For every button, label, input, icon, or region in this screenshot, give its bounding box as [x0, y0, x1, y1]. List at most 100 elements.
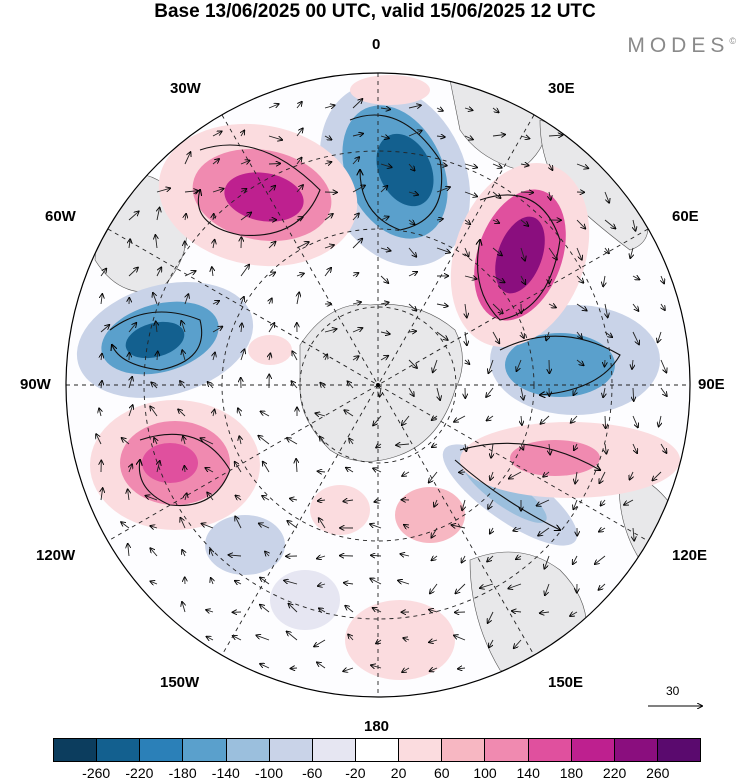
wind-vector: [633, 219, 636, 231]
wind-vector: [429, 640, 438, 642]
wind-vector: [324, 245, 334, 248]
wind-vector: [436, 219, 443, 220]
wind-vector: [184, 466, 185, 473]
wind-vector: [464, 191, 477, 197]
wind-vector: [235, 496, 242, 501]
label-30w: 30W: [170, 80, 201, 97]
wind-vector: [182, 550, 185, 557]
wind-vector: [185, 214, 186, 221]
wind-vector: [605, 303, 608, 317]
wind-vector: [492, 191, 501, 198]
wind-vector: [632, 276, 639, 280]
wind-vector: [261, 411, 270, 417]
wind-vector: [488, 611, 494, 623]
wind-vector: [632, 359, 633, 369]
map-title: Base 13/06/2025 00 UTC, valid 15/06/2025…: [154, 1, 596, 22]
wind-vector: [314, 639, 326, 647]
wind-vector: [352, 134, 363, 136]
wind-vector: [212, 301, 219, 304]
wind-vector: [520, 219, 528, 226]
wind-vector: [287, 438, 298, 445]
wind-vector: [318, 500, 326, 501]
wind-vector: [343, 500, 354, 501]
wind-vector: [260, 605, 270, 613]
wind-vector: [545, 583, 550, 595]
wind-vector: [241, 297, 244, 305]
wind-vector: [548, 135, 562, 136]
wind-vector: [262, 496, 270, 500]
wind-vector: [210, 549, 213, 557]
wind-vector: [624, 499, 634, 505]
colorbar-swatch: [484, 739, 528, 761]
wind-vector: [352, 273, 358, 276]
wind-vector: [521, 443, 523, 450]
wind-vector: [156, 188, 170, 193]
wind-vector: [153, 293, 158, 305]
wind-vector: [464, 108, 473, 110]
wind-vector: [296, 273, 304, 276]
wind-vector: [233, 636, 242, 641]
wind-vector: [464, 163, 477, 168]
wind-vector: [660, 359, 666, 373]
wind-vector: [576, 219, 585, 229]
colorbar-tick-label: 220: [602, 765, 627, 781]
wind-vector: [408, 105, 421, 108]
wind-vector: [492, 220, 499, 223]
wind-vector: [433, 359, 438, 372]
wind-vector: [599, 528, 606, 532]
wind-vector: [371, 555, 382, 556]
anomaly-positive: [248, 335, 292, 365]
wind-vector: [345, 606, 354, 613]
wind-vector: [576, 359, 584, 365]
colorbar-swatch: [570, 739, 614, 761]
colorbar-swatch: [527, 739, 571, 761]
wind-vector: [512, 611, 522, 612]
anomaly-positive: [495, 216, 545, 294]
wind-vector: [212, 189, 224, 192]
wind-vector: [548, 247, 557, 260]
wind-vector: [541, 415, 550, 424]
wind-vector: [380, 164, 392, 167]
wind-vector: [156, 267, 161, 277]
wind-vector: [537, 499, 550, 506]
wind-vector: [576, 247, 582, 260]
wind-vector: [465, 443, 466, 451]
wind-vector: [291, 668, 298, 669]
wind-vector: [660, 387, 667, 396]
wind-vector: [548, 304, 556, 308]
wind-vector: [150, 581, 158, 584]
wind-vector: [632, 331, 639, 344]
label-120e: 120E: [672, 547, 708, 564]
wind-vector: [99, 408, 101, 417]
wind-vector: [436, 164, 447, 166]
wind-vector: [213, 240, 215, 249]
wind-vector: [465, 303, 467, 318]
wind-vector: [185, 493, 187, 501]
wind-vector: [325, 354, 327, 361]
wind-vector: [571, 415, 578, 423]
wind-vector: [630, 247, 633, 258]
wind-vector: [129, 239, 130, 249]
wind-vector: [486, 387, 494, 397]
wind-vector: [465, 247, 469, 257]
wind-vector: [370, 524, 382, 529]
wind-vector: [213, 410, 215, 417]
wind-vector: [517, 359, 522, 371]
wind-vector: [352, 157, 359, 165]
wind-vector: [605, 359, 606, 367]
wind-vector: [408, 192, 418, 195]
wind-vector: [324, 214, 333, 221]
wind-vector: [157, 208, 160, 221]
brand-name: MODES: [627, 34, 730, 57]
wind-vector: [319, 608, 326, 612]
wind-vector: [575, 471, 577, 484]
wind-vector: [452, 525, 466, 528]
wind-vector: [128, 489, 129, 501]
wind-vector: [207, 637, 214, 640]
wind-vector: [129, 464, 132, 473]
wind-vector: [128, 268, 138, 277]
wind-vector: [652, 471, 662, 480]
colorbar-tick-label: 260: [646, 765, 670, 781]
wind-vector: [101, 381, 102, 389]
